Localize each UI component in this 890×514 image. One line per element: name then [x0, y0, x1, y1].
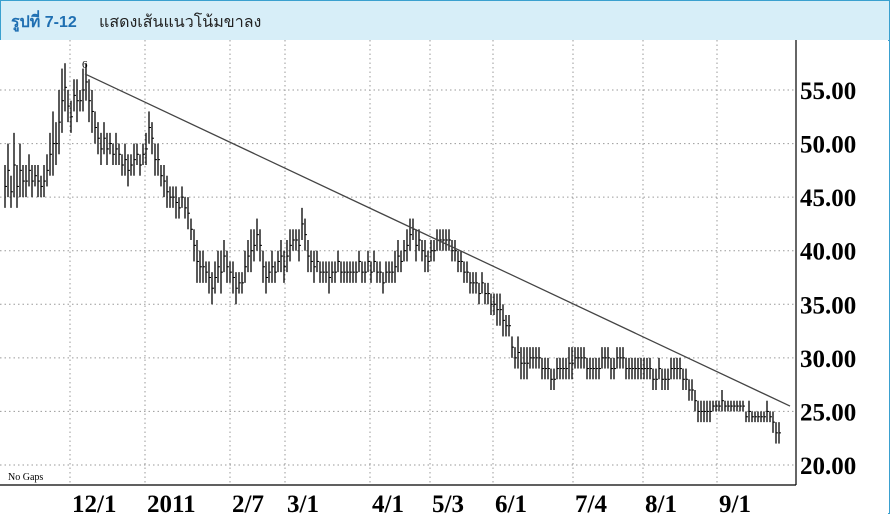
price-tick-label: 40.00	[800, 239, 856, 266]
date-tick-label: 3/1	[287, 491, 319, 514]
date-tick-label: 2/7	[232, 491, 264, 514]
price-tick-label: 45.00	[800, 185, 856, 212]
price-bars	[4, 63, 781, 444]
price-tick-label: 20.00	[800, 453, 856, 480]
date-tick-label: 4/1	[372, 491, 404, 514]
price-tick-label: 25.00	[800, 399, 856, 426]
date-tick-label: 2011	[147, 491, 196, 514]
wave-marker: 6	[82, 59, 88, 71]
downtrend-line	[84, 73, 791, 407]
figure-header: รูปที่ 7-12 แสดงเส้นแนวโน้มขาลง	[1, 1, 889, 41]
price-axis-labels: 55.00 50.00 45.00 40.00 35.00 30.00 25.00 20.00	[800, 78, 856, 480]
date-tick-label: 9/1	[719, 491, 751, 514]
figure-number: รูปที่ 7-12	[11, 14, 77, 31]
figure-caption: แสดงเส้นแนวโน้มขาลง	[99, 14, 262, 31]
date-tick-label: 7/4	[575, 491, 607, 514]
downtrend-chart: 55.00 50.00 45.00 40.00 35.00 30.00 25.00 20.00…	[0, 40, 888, 514]
price-tick-label: 30.00	[800, 346, 856, 373]
price-tick-label: 50.00	[800, 132, 856, 159]
date-tick-label: 5/3	[432, 491, 464, 514]
date-tick-label: 12/1	[72, 491, 116, 514]
price-tick-label: 35.00	[800, 292, 856, 319]
price-tick-label: 55.00	[800, 78, 856, 105]
date-axis-labels: 12/1 2011 2/7 3/1 4/1 5/3 6/1 7/4 8/1 9/1	[72, 491, 751, 514]
date-tick-label: 8/1	[645, 491, 677, 514]
no-gaps-note: No Gaps	[8, 472, 43, 483]
chart-background	[0, 40, 888, 514]
date-tick-label: 6/1	[495, 491, 527, 514]
